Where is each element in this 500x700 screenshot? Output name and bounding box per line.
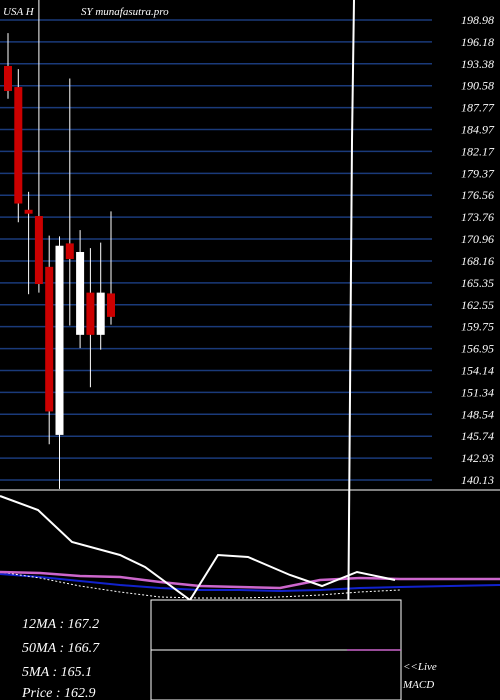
candle-body: [45, 266, 54, 412]
y-tick-label: 145.74: [461, 429, 494, 443]
y-tick-label: 190.58: [461, 79, 494, 93]
y-tick-label: 176.56: [461, 188, 494, 202]
stat-row: 5MA : 165.1: [22, 665, 92, 680]
y-tick-label: 159.75: [461, 320, 494, 334]
candle-body: [76, 251, 85, 335]
y-tick-label: 198.98: [461, 13, 494, 27]
candle-body: [96, 292, 105, 335]
y-tick-label: 168.16: [461, 254, 494, 268]
stat-row: 50MA : 166.7: [22, 641, 100, 656]
ticker-label: USA H: [3, 6, 35, 18]
y-tick-label: 173.76: [461, 210, 494, 224]
y-tick-label: 193.38: [461, 57, 494, 71]
candle-body: [86, 292, 95, 335]
y-tick-label: 196.18: [461, 35, 494, 49]
macd-label: MACD: [402, 679, 434, 691]
stat-row: Price : 162.9: [21, 686, 95, 700]
macd-panel: [0, 495, 500, 602]
candle-body: [14, 87, 23, 204]
y-axis-ticks: 198.98 196.18 193.38 190.58 187.77 184.97 182.…: [461, 13, 495, 487]
y-tick-label: 148.54: [461, 407, 494, 421]
y-tick-label: 142.93: [461, 451, 494, 465]
candle-body: [65, 243, 74, 260]
source-label: SY munafasutra.pro: [81, 6, 169, 18]
candle-body: [107, 293, 115, 317]
candle-body: [24, 209, 33, 214]
y-tick-label: 182.17: [461, 144, 495, 158]
candle-body: [4, 65, 12, 91]
y-tick-label: 179.37: [461, 166, 495, 180]
stat-row: 12MA : 167.2: [22, 617, 99, 632]
moving-average-stats: 12MA : 167.2 50MA : 166.7 5MA : 165.1 Price…: [21, 617, 100, 700]
y-tick-label: 184.97: [461, 123, 495, 137]
candle-body: [34, 216, 43, 285]
y-tick-label: 170.96: [461, 232, 494, 246]
candle-body: [55, 245, 64, 435]
y-tick-label: 154.14: [461, 363, 494, 377]
macd-blue-line: [0, 573, 500, 593]
y-tick-label: 156.95: [461, 342, 494, 356]
y-tick-label: 165.35: [461, 276, 494, 290]
macd-white-line: [0, 495, 396, 602]
candlesticks: [4, 0, 115, 489]
y-tick-label: 162.55: [461, 298, 494, 312]
spike-line: [347, 0, 355, 651]
y-tick-label: 187.77: [461, 101, 495, 115]
y-tick-label: 151.34: [461, 385, 494, 399]
grid-lines: [0, 19, 432, 481]
y-tick-label: 140.13: [461, 473, 494, 487]
macd-pink-line: [0, 570, 500, 590]
live-label: <<Live: [403, 661, 437, 673]
